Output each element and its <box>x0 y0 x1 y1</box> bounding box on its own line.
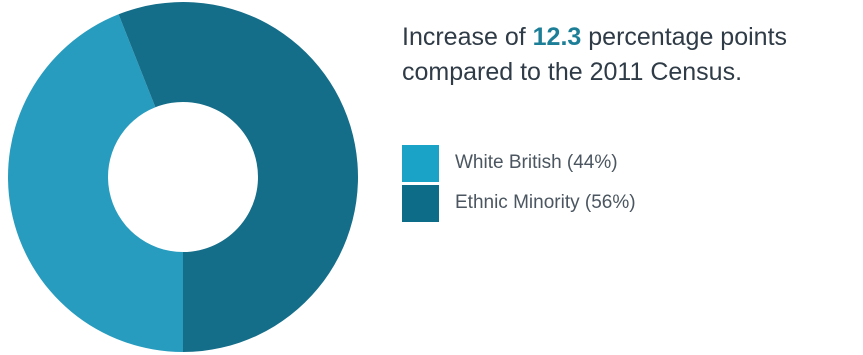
headline-line-1: Increase of 12.3 percentage points <box>402 20 857 55</box>
legend-item-white-british: White British (44%) <box>402 144 636 182</box>
headline: Increase of 12.3 percentage points compa… <box>402 20 857 90</box>
headline-suffix: percentage points <box>581 23 788 51</box>
slice-ethnic-minority <box>118 2 358 352</box>
headline-prefix: Increase of <box>402 23 533 51</box>
donut-chart <box>0 0 370 355</box>
legend-label-white-british: White British (44%) <box>455 152 618 173</box>
headline-line-2: compared to the 2011 Census. <box>402 58 743 86</box>
headline-highlight-value: 12.3 <box>532 23 582 51</box>
legend-swatch-white-british <box>402 144 439 182</box>
legend-label-ethnic-minority: Ethnic Minority (56%) <box>455 192 636 213</box>
legend-swatch-ethnic-minority <box>402 184 439 222</box>
slice-white-british <box>7 14 184 352</box>
legend-item-ethnic-minority: Ethnic Minority (56%) <box>402 184 636 222</box>
donut-chart-svg <box>7 2 358 352</box>
chart-legend: White British (44%) Ethnic Minority (56%… <box>402 144 636 224</box>
